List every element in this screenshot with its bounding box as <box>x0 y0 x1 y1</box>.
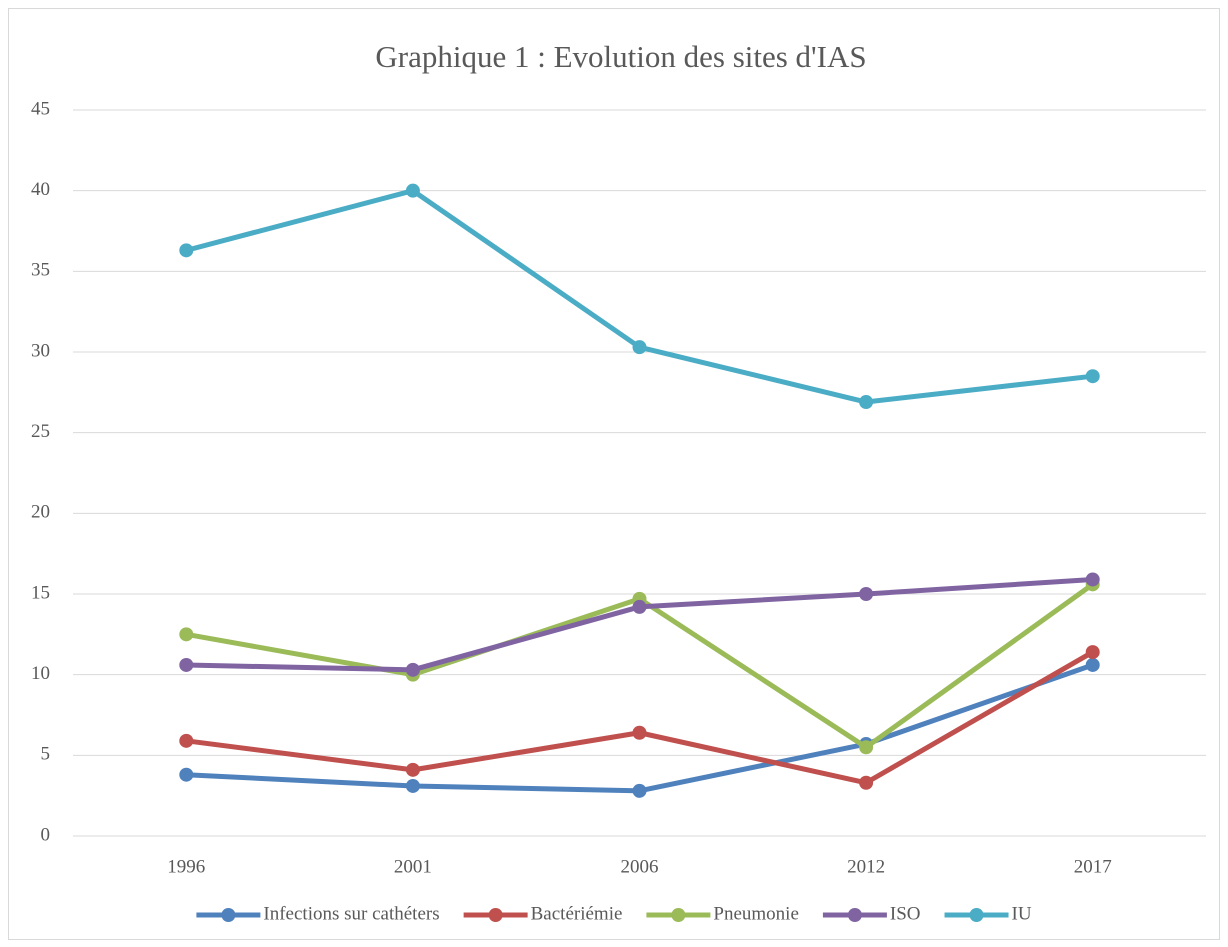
y-tick-label: 35 <box>31 260 50 281</box>
series-marker <box>632 725 647 740</box>
y-tick-label: 45 <box>31 98 50 119</box>
series-marker <box>1085 369 1100 384</box>
y-tick-label: 5 <box>41 744 51 765</box>
series-marker <box>405 662 420 677</box>
y-tick-label: 40 <box>31 179 50 200</box>
legend-marker <box>488 908 503 922</box>
series-marker <box>1085 657 1100 672</box>
series-marker <box>859 587 874 601</box>
series-marker <box>632 599 647 614</box>
x-tick-label: 1996 <box>167 856 205 877</box>
legend-marker <box>969 908 984 922</box>
y-tick-label: 25 <box>31 421 50 442</box>
series-marker <box>405 762 420 777</box>
series-marker <box>859 395 874 410</box>
legend-label: IU <box>1012 903 1032 924</box>
y-tick-label: 20 <box>31 502 50 523</box>
series-marker <box>405 183 420 198</box>
series-marker <box>632 783 647 798</box>
legend-label: Infections sur cathéters <box>263 903 439 924</box>
series-marker <box>405 778 420 793</box>
chart-title: Graphique 1 : Evolution des sites d'IAS <box>375 39 866 74</box>
series-marker <box>1085 572 1100 587</box>
series-marker <box>179 657 194 672</box>
series-marker <box>632 340 647 355</box>
series-marker <box>859 740 874 755</box>
series-marker <box>179 627 194 642</box>
series-marker <box>1085 645 1100 660</box>
y-tick-label: 30 <box>31 340 50 361</box>
legend-label: Pneumonie <box>713 903 799 924</box>
x-tick-label: 2017 <box>1074 856 1112 877</box>
series-marker <box>179 767 194 782</box>
legend-marker <box>671 908 686 922</box>
y-tick-label: 15 <box>31 582 50 603</box>
series-marker <box>179 243 194 258</box>
legend-label: ISO <box>890 903 921 924</box>
legend: Infections sur cathéters Bactériémie Pneum… <box>196 903 1032 924</box>
x-tick-label: 2012 <box>847 856 885 877</box>
chart-border <box>8 8 1220 940</box>
series-marker <box>179 733 194 748</box>
legend-label: Bactériémie <box>531 903 623 924</box>
y-tick-label: 0 <box>41 824 51 845</box>
series-marker <box>859 775 874 790</box>
y-tick-label: 10 <box>31 663 50 684</box>
x-tick-label: 2006 <box>621 856 659 877</box>
x-tick-label: 2001 <box>394 856 432 877</box>
legend-marker <box>221 908 236 922</box>
legend-marker <box>847 908 862 922</box>
